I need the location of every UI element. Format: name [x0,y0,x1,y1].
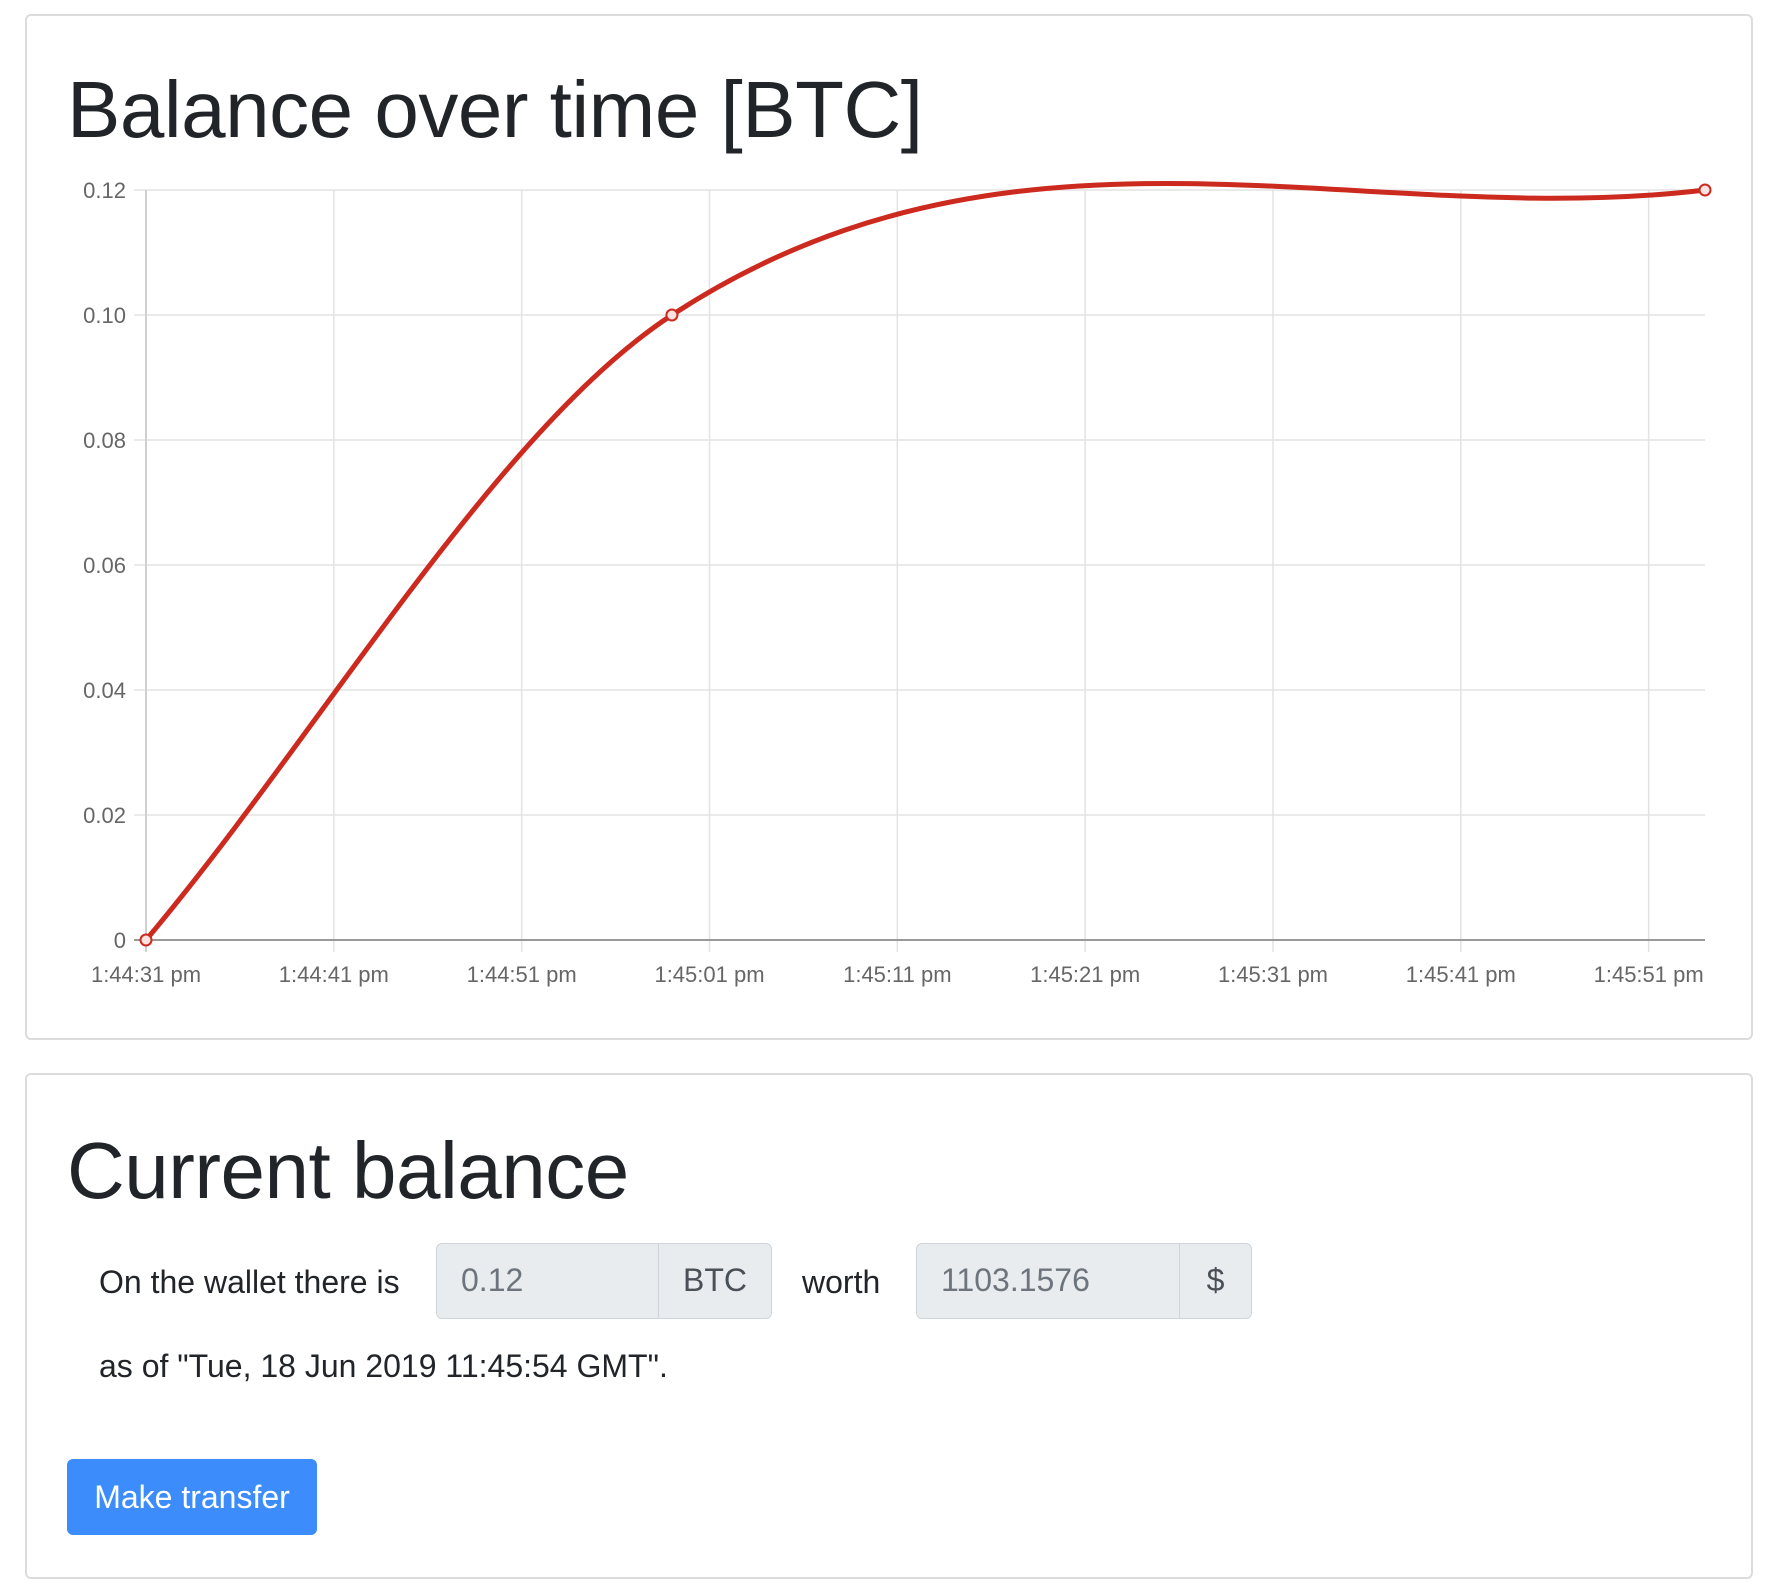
y-tick-label: 0.08 [83,428,126,453]
data-point [665,308,679,322]
balance-row: On the wallet there is 0.12 BTC worth 11… [27,1243,1751,1321]
x-tick-label: 1:44:31 pm [91,962,201,987]
y-tick-label: 0.10 [83,303,126,328]
data-point [139,933,153,947]
usd-unit-addon: $ [1180,1243,1252,1319]
y-tick-label: 0 [114,928,126,953]
wallet-prefix-text: On the wallet there is [99,1264,400,1300]
btc-unit-addon: BTC [659,1243,772,1319]
y-tick-label: 0.04 [83,678,126,703]
chart-title: Balance over time [BTC] [67,65,923,154]
y-tick-label: 0.06 [83,553,126,578]
x-tick-label: 1:45:31 pm [1218,962,1328,987]
balance-series-line [143,180,1708,943]
x-tick-label: 1:45:51 pm [1594,962,1704,987]
y-tick-label: 0.02 [83,803,126,828]
balance-line-chart: 0 0.02 0.04 0.06 0.08 0.10 0.12 1:44:31 pm 1:44:… [83,178,1712,987]
as-of-timestamp: as of "Tue, 18 Jun 2019 11:45:54 GMT". [99,1348,668,1384]
worth-text: worth [802,1264,881,1300]
x-tick-label: 1:45:11 pm [843,962,951,987]
x-tick-label: 1:45:01 pm [654,962,764,987]
usd-input-group: 1103.1576 $ [916,1243,1252,1319]
y-tick-label: 0.12 [83,178,126,203]
balance-title: Current balance [67,1126,629,1215]
balance-chart-card: Balance over time [BTC] 0 0.02 0.04 0.06 0.0… [25,14,1753,1040]
make-transfer-button[interactable]: Make transfer [67,1459,317,1535]
x-tick-label: 1:44:41 pm [279,962,389,987]
x-tick-label: 1:45:21 pm [1030,962,1140,987]
x-tick-label: 1:45:41 pm [1406,962,1516,987]
usd-value-field[interactable]: 1103.1576 [916,1243,1180,1319]
current-balance-card: Current balance On the wallet there is 0… [25,1073,1753,1579]
x-tick-label: 1:44:51 pm [467,962,577,987]
data-point [1698,183,1712,197]
btc-input-group: 0.12 BTC [436,1243,772,1319]
btc-value-field[interactable]: 0.12 [436,1243,659,1319]
